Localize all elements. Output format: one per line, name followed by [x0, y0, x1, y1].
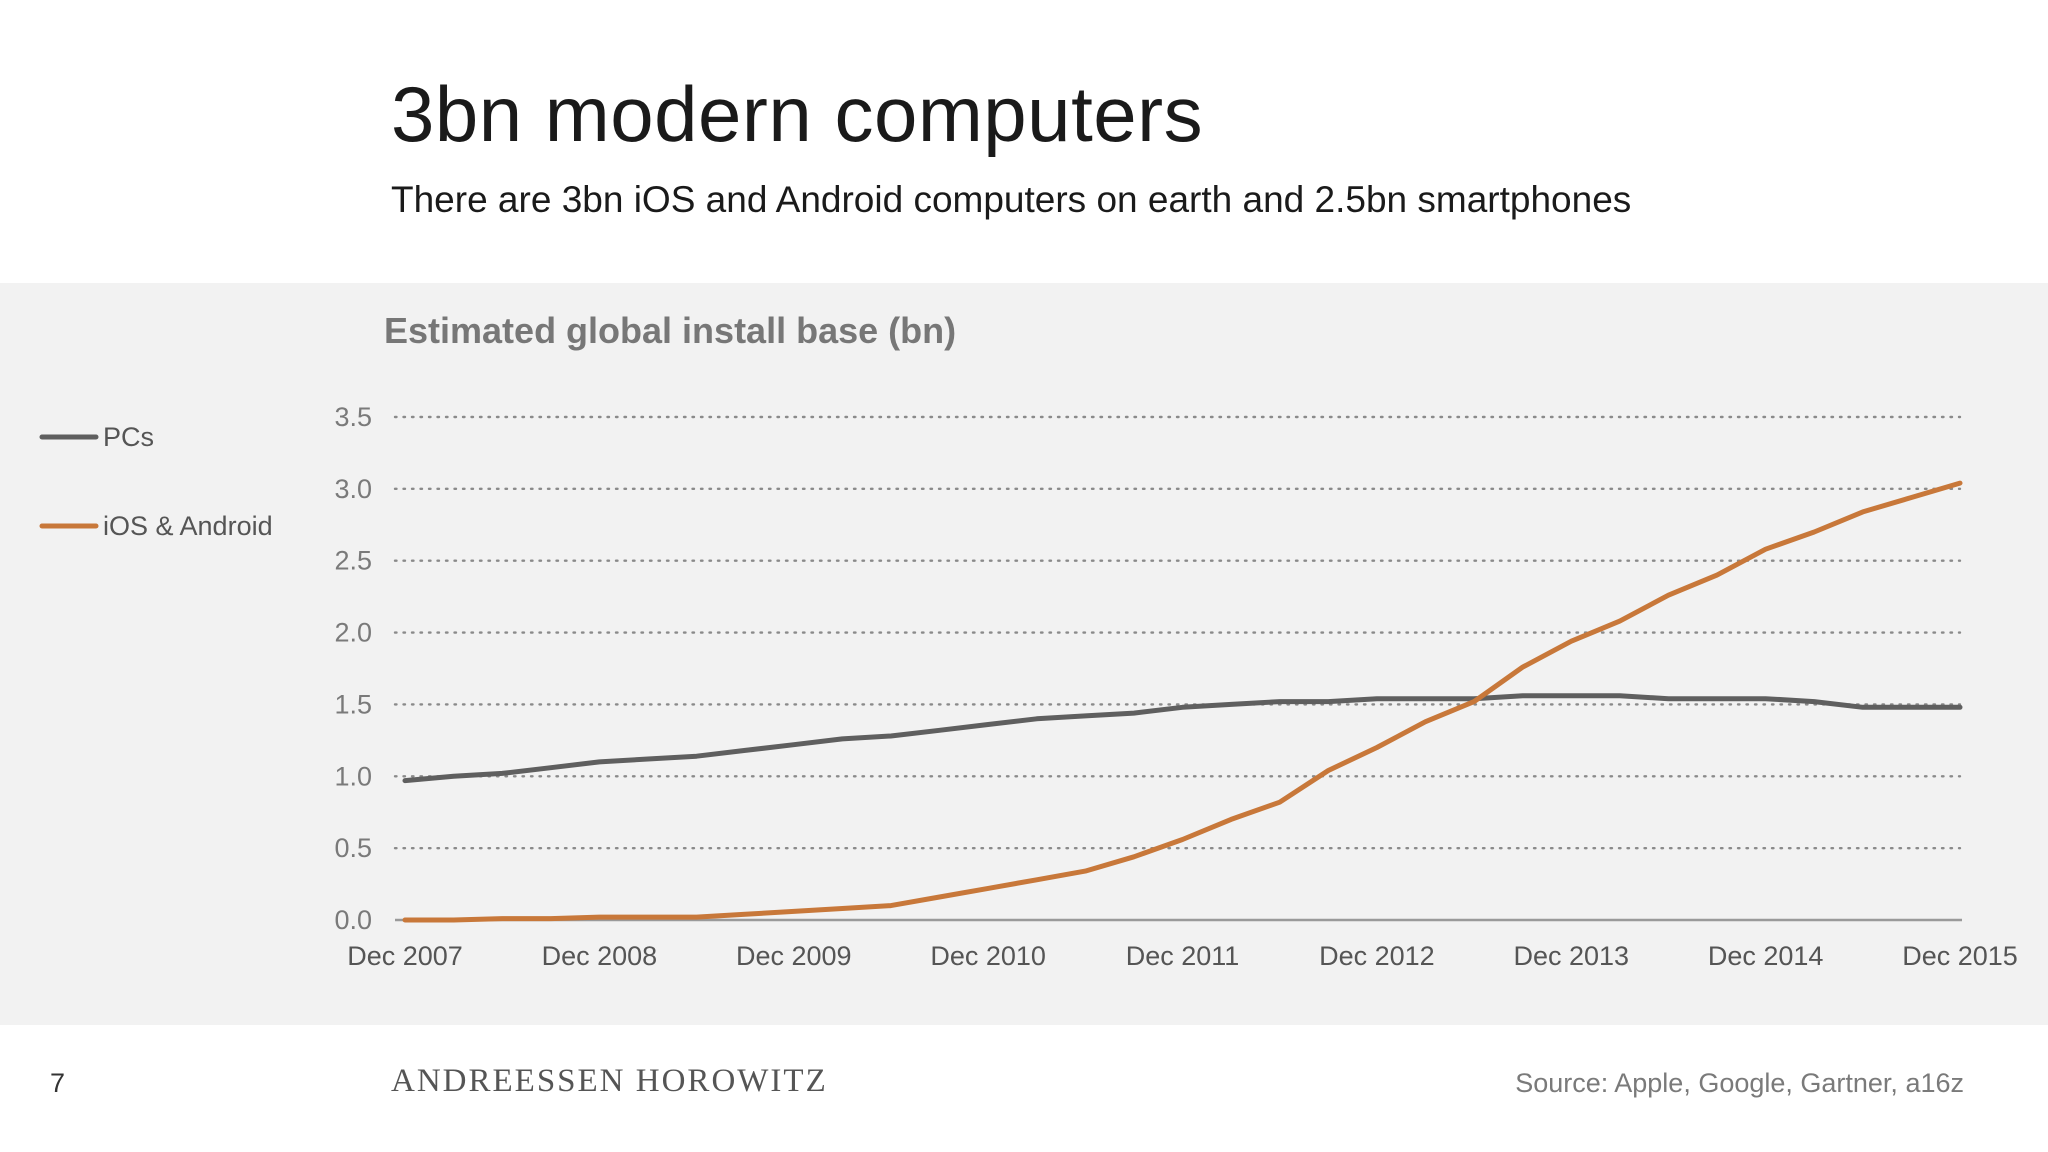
x-tick-label: Dec 2015: [1902, 941, 2018, 971]
y-tick-label: 2.5: [334, 546, 372, 576]
x-tick-label: Dec 2010: [930, 941, 1046, 971]
y-tick-label: 0.5: [334, 833, 372, 863]
y-tick-label: 3.0: [334, 474, 372, 504]
y-tick-label: 0.0: [334, 905, 372, 935]
series-lines: [402, 480, 1963, 923]
x-tick-label: Dec 2008: [542, 941, 658, 971]
brand-logo: ANDREESSEN HOROWITZ: [391, 1063, 828, 1099]
y-tick-label: 3.5: [334, 402, 372, 432]
page-number: 7: [50, 1068, 66, 1098]
series-line-ios-android: [402, 480, 1963, 923]
y-tick-label: 1.0: [334, 761, 372, 791]
gridlines: [393, 415, 1962, 850]
y-tick-label: 2.0: [334, 618, 372, 648]
x-tick-label: Dec 2009: [736, 941, 852, 971]
slide-title: 3bn modern computers: [391, 70, 1204, 158]
source-note: Source: Apple, Google, Gartner, a16z: [1515, 1068, 1964, 1098]
chart-panel: Estimated global install base (bn) 0.0 0.…: [0, 283, 2048, 1025]
x-tick-label: Dec 2012: [1319, 941, 1435, 971]
chart-legend: PCs iOS & Android: [39, 422, 273, 541]
x-tick-label: Dec 2014: [1708, 941, 1824, 971]
y-tick-label: 1.5: [334, 689, 372, 719]
series-line-pcs: [402, 693, 1963, 784]
legend-label: PCs: [103, 422, 154, 452]
x-tick-label: Dec 2007: [347, 941, 463, 971]
x-tick-label: Dec 2011: [1126, 941, 1240, 971]
install-base-chart: Estimated global install base (bn) 0.00.…: [39, 310, 2018, 971]
chart-title: Estimated global install base (bn): [384, 310, 956, 351]
slide-subtitle: There are 3bn iOS and Android computers …: [391, 179, 1632, 220]
x-tick-label: Dec 2013: [1513, 941, 1629, 971]
legend-label: iOS & Android: [103, 511, 273, 541]
axes: 0.0 0.5 1.0 1.5 2.0 2.5 3.0 3.5 Dec 2007 Dec 2008…: [334, 402, 2017, 971]
